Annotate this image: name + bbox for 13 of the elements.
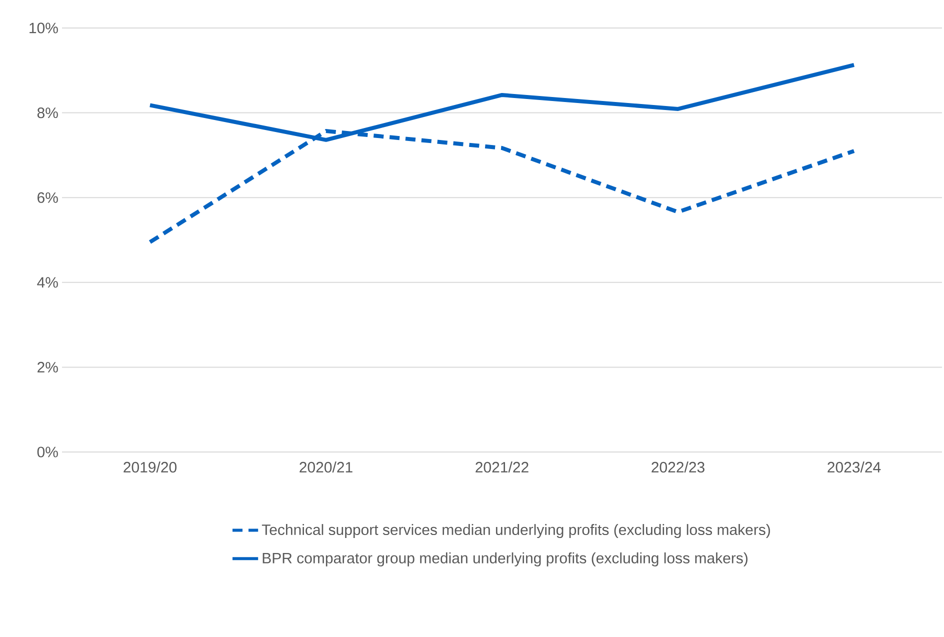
x-tick-label: 2021/22 — [476, 462, 528, 473]
y-tick-label: 10% — [30, 22, 58, 34]
x-tick-label: 2020/21 — [300, 462, 352, 473]
legend-label: BPR comparator group median underlying profits (excluding loss makers) — [262, 552, 748, 566]
legend-label: Technical support services median underlying profits (excluding loss makers) — [262, 524, 770, 538]
y-tick-label: 4% — [37, 277, 58, 288]
x-tick-label: 2023/24 — [828, 462, 881, 473]
x-tick-label: 2019/20 — [124, 462, 177, 473]
y-tick-label: 6% — [38, 192, 58, 203]
y-tick-label: 8% — [37, 107, 58, 118]
y-tick-label: 2% — [38, 362, 58, 372]
x-tick-label: 2022/23 — [652, 462, 704, 473]
y-tick-label: 0% — [37, 446, 58, 458]
